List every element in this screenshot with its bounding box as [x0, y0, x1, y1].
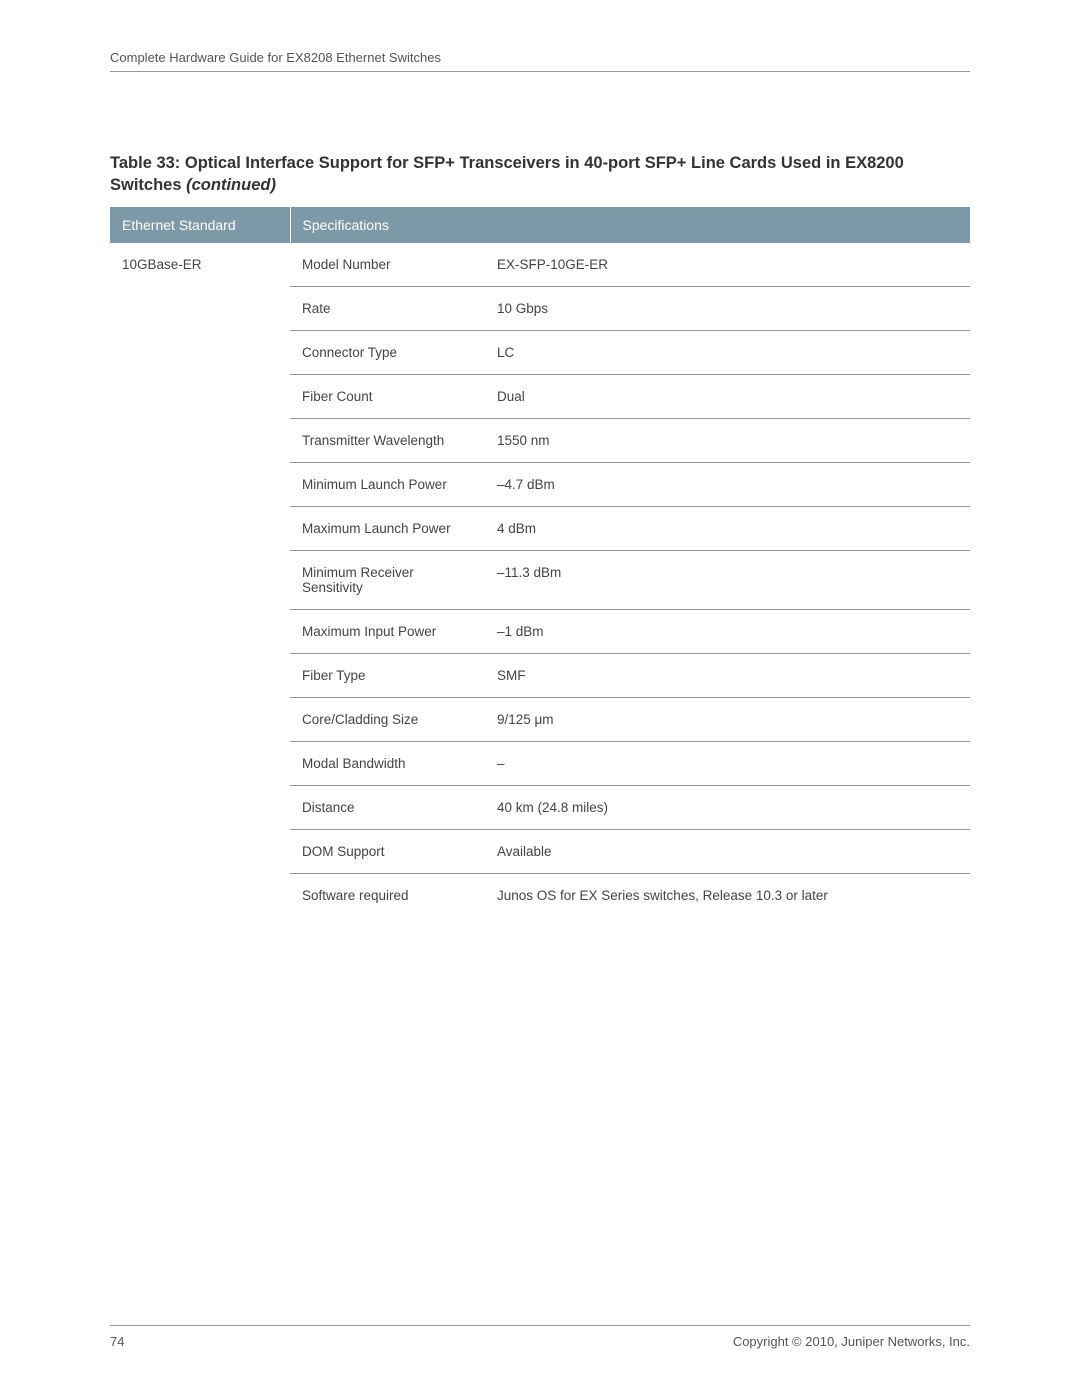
spec-label: Core/Cladding Size [290, 697, 485, 741]
spec-value: –11.3 dBm [485, 550, 970, 609]
spec-value: 1550 nm [485, 418, 970, 462]
column-header-specifications: Specifications [290, 207, 970, 243]
spec-label: Modal Bandwidth [290, 741, 485, 785]
header-title: Complete Hardware Guide for EX8208 Ether… [110, 50, 970, 65]
page-number: 74 [110, 1334, 124, 1349]
spec-value: 40 km (24.8 miles) [485, 785, 970, 829]
spec-label: Minimum Launch Power [290, 462, 485, 506]
spec-value: Junos OS for EX Series switches, Release… [485, 873, 970, 917]
document-page: Complete Hardware Guide for EX8208 Ether… [0, 0, 1080, 917]
page-header: Complete Hardware Guide for EX8208 Ether… [110, 50, 970, 72]
spec-label: Software required [290, 873, 485, 917]
table-header-row: Ethernet Standard Specifications [110, 207, 970, 243]
spec-label: Maximum Launch Power [290, 506, 485, 550]
spec-label: Transmitter Wavelength [290, 418, 485, 462]
table-row: 10GBase-ERModel NumberEX-SFP-10GE-ER [110, 243, 970, 287]
spec-label: Minimum Receiver Sensitivity [290, 550, 485, 609]
spec-label: Fiber Count [290, 374, 485, 418]
spec-value: 9/125 μm [485, 697, 970, 741]
spec-value: –1 dBm [485, 609, 970, 653]
spec-value: 4 dBm [485, 506, 970, 550]
spec-value: SMF [485, 653, 970, 697]
spec-label: Connector Type [290, 330, 485, 374]
table-title-continued: (continued) [186, 176, 276, 194]
spec-label: Model Number [290, 243, 485, 287]
ethernet-standard-cell: 10GBase-ER [110, 243, 290, 917]
specifications-table: Ethernet Standard Specifications 10GBase… [110, 207, 970, 917]
spec-label: Maximum Input Power [290, 609, 485, 653]
copyright-text: Copyright © 2010, Juniper Networks, Inc. [733, 1334, 970, 1349]
table-caption: Table 33: Optical Interface Support for … [110, 152, 970, 197]
spec-value: EX-SFP-10GE-ER [485, 243, 970, 287]
spec-value: 10 Gbps [485, 286, 970, 330]
spec-value: Available [485, 829, 970, 873]
page-footer: 74 Copyright © 2010, Juniper Networks, I… [110, 1325, 970, 1349]
spec-value: LC [485, 330, 970, 374]
spec-label: DOM Support [290, 829, 485, 873]
spec-label: Distance [290, 785, 485, 829]
column-header-ethernet-standard: Ethernet Standard [110, 207, 290, 243]
spec-value: – [485, 741, 970, 785]
spec-label: Rate [290, 286, 485, 330]
spec-value: Dual [485, 374, 970, 418]
spec-label: Fiber Type [290, 653, 485, 697]
spec-value: –4.7 dBm [485, 462, 970, 506]
